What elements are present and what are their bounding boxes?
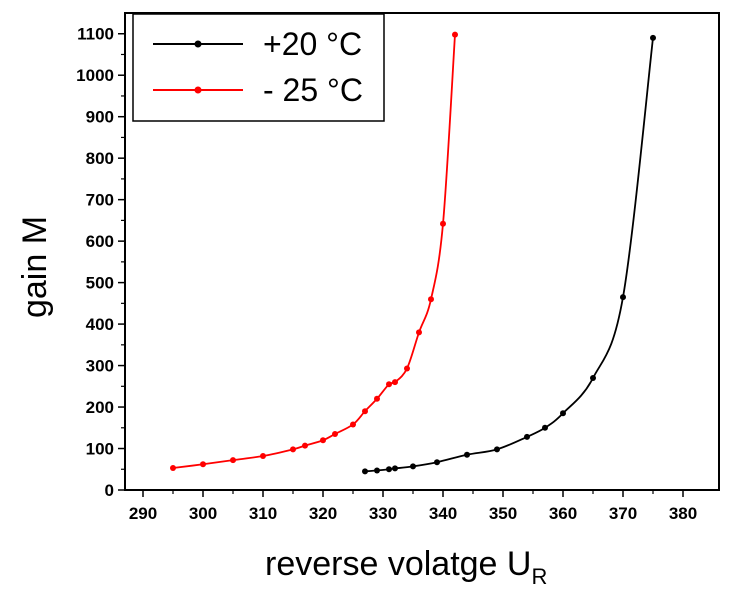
axis-ticks: 290 300 310 320 330 340 350 360 370 380 0 100 200 300… [76,25,697,523]
legend-box [132,13,385,122]
series-1 [170,31,458,472]
x-tick-label: 330 [369,504,397,523]
data-point [590,375,596,382]
data-point [374,395,380,402]
data-point [620,294,626,301]
x-tick-label: 360 [549,504,577,523]
y-tick-label: 1100 [77,25,114,44]
legend-label-series-1: - 25 °C [263,72,363,108]
legend-marker-series-1 [194,86,202,94]
data-point [494,446,500,453]
x-axis-title: reverse volatge UR [265,545,547,589]
y-tick-label: 600 [86,232,114,251]
data-point [302,442,308,449]
y-tick-label: 100 [86,440,114,459]
data-point [260,452,266,459]
data-point [170,465,176,472]
x-tick-label: 300 [189,504,217,523]
data-point [374,467,380,474]
data-point [524,433,530,440]
data-point [416,329,422,336]
data-point [428,296,434,303]
data-point [362,468,368,475]
y-tick-label: 700 [86,191,114,210]
data-point [320,437,326,444]
data-point [560,410,566,417]
x-tick-label: 350 [489,504,517,523]
data-point [404,365,410,372]
x-tick-label: 290 [129,504,157,523]
y-tick-label: 500 [86,274,114,293]
legend-label-series-0: +20 °C [263,26,362,62]
data-point [392,379,398,386]
legend: +20 °C - 25 °C [132,13,385,122]
x-tick-label: 320 [309,504,337,523]
legend-marker-series-0 [194,40,202,48]
y-tick-label: 200 [86,398,114,417]
x-axis-title-subscript: R [531,564,547,589]
y-tick-label: 400 [86,315,114,334]
data-point [386,466,392,473]
x-tick-label: 370 [609,504,637,523]
series-0 [362,34,656,475]
data-point [542,424,548,431]
x-tick-label: 310 [249,504,277,523]
x-tick-label: 380 [669,504,697,523]
y-tick-label: 900 [86,108,114,127]
y-tick-label: 800 [86,149,114,168]
data-point [332,431,338,438]
data-point [464,451,470,458]
y-tick-label: 300 [86,357,114,376]
data-point [350,421,356,428]
data-point [392,465,398,472]
data-point [410,463,416,470]
data-point [200,461,206,468]
data-point [290,446,296,453]
series-layer [170,31,656,475]
x-tick-label: 340 [429,504,457,523]
x-axis-title-main: reverse volatge U [265,545,531,583]
data-point [452,31,458,38]
data-point [386,381,392,388]
y-axis-title: gain M [16,216,54,318]
data-point [434,459,440,466]
data-point [230,457,236,464]
data-point [440,220,446,227]
data-point [650,34,656,41]
data-point [362,408,368,415]
y-tick-label: 0 [105,481,114,500]
y-tick-label: 1000 [76,66,114,85]
